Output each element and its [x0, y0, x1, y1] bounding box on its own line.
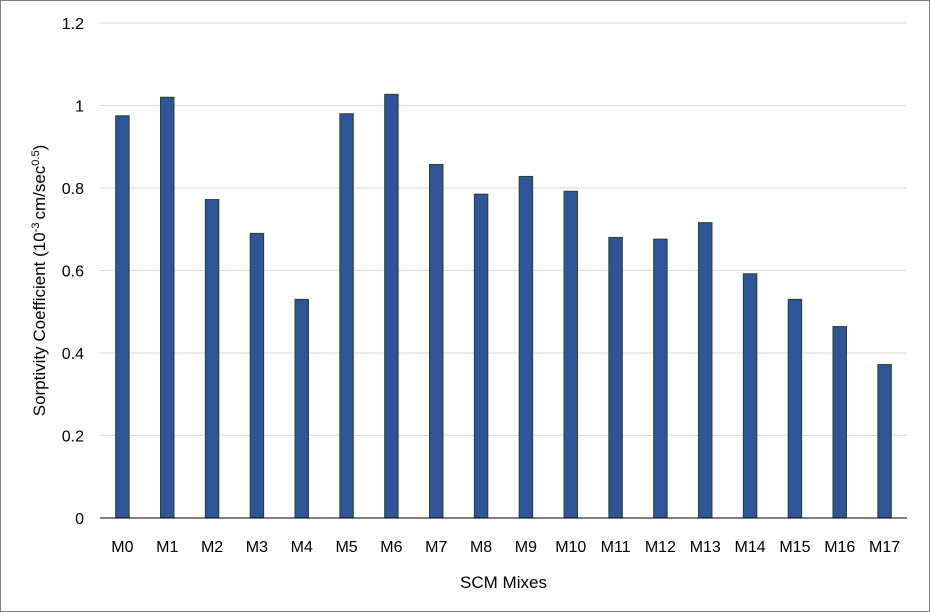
x-tick-label: M9 — [515, 539, 537, 556]
bar-m13 — [698, 222, 713, 519]
y-axis-title-middle: cm/sec — [30, 165, 49, 219]
bar-m7 — [429, 163, 444, 519]
bar-m1 — [160, 96, 175, 519]
bar-m11 — [608, 237, 623, 519]
y-tick-labels: 0 0.2 0.4 0.6 0.8 1 1.2 — [62, 16, 84, 528]
bar-m4 — [294, 298, 309, 519]
x-tick-label: M13 — [690, 539, 721, 556]
x-tick-label: M1 — [156, 539, 178, 556]
y-tick-label: 0 — [75, 511, 84, 528]
bar-m14 — [742, 273, 758, 519]
bar-series — [115, 93, 892, 519]
x-tick-label: M5 — [335, 539, 357, 556]
x-tick-label: M2 — [201, 539, 223, 556]
bar-m15 — [787, 298, 803, 519]
x-tick-label: M16 — [824, 539, 855, 556]
bar-m8 — [473, 193, 489, 519]
bar-m0 — [115, 115, 130, 519]
y-tick-label: 0.2 — [62, 429, 84, 446]
bar-m9 — [518, 175, 534, 519]
y-axis-title-prefix: Sorptivity Coefficient (10 — [30, 232, 49, 416]
y-axis-title-exp1: -3 — [30, 223, 42, 233]
bar-m16 — [832, 326, 847, 519]
y-axis-title: Sorptivity Coefficient (10-3 cm/sec0.5) — [30, 145, 49, 417]
bar-m3 — [249, 232, 265, 519]
x-tick-label: M7 — [425, 539, 447, 556]
x-tick-labels: M0 M1 M2 M3 M4 M5 M6 M7 M8 M9 M10 M11 M12 M13 M14 M15 M1… — [111, 539, 900, 556]
y-axis-title-exp2: 0.5 — [30, 150, 42, 165]
x-tick-label: M0 — [111, 539, 133, 556]
x-tick-label: M11 — [601, 539, 631, 556]
y-tick-label: 0.4 — [62, 346, 84, 363]
bar-m17 — [877, 364, 892, 519]
bar-m6 — [384, 93, 399, 519]
y-tick-label: 0.8 — [62, 181, 84, 198]
x-tick-label: M14 — [735, 539, 766, 556]
bar-m2 — [204, 199, 220, 519]
bar-m12 — [653, 238, 668, 519]
y-tick-label: 1 — [75, 99, 84, 116]
bar-m10 — [563, 190, 578, 519]
x-tick-label: M12 — [645, 539, 676, 556]
x-tick-label: M6 — [380, 539, 402, 556]
x-tick-label: M17 — [869, 539, 900, 556]
y-tick-label: 1.2 — [62, 16, 84, 33]
x-tick-label: M3 — [246, 539, 268, 556]
y-tick-label: 0.6 — [62, 264, 84, 281]
x-axis-title: SCM Mixes — [460, 573, 547, 592]
x-tick-label: M4 — [291, 539, 313, 556]
gridlines — [100, 22, 907, 436]
x-tick-label: M8 — [470, 539, 492, 556]
bar-m5 — [339, 113, 354, 519]
y-axis-title-suffix: ) — [30, 145, 49, 151]
x-tick-label: M15 — [779, 539, 810, 556]
x-tick-label: M10 — [555, 539, 586, 556]
